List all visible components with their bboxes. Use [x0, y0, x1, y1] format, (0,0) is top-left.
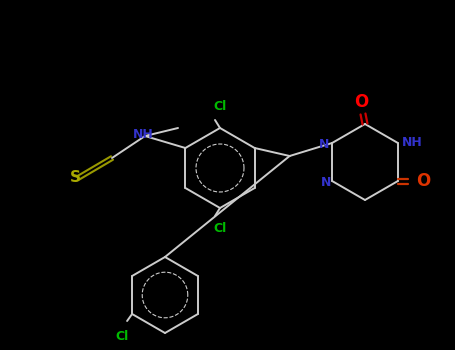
Text: N: N	[321, 176, 331, 189]
Text: S: S	[70, 170, 81, 186]
Text: Cl: Cl	[116, 330, 129, 343]
Text: O: O	[354, 93, 368, 111]
Text: O: O	[416, 172, 430, 190]
Text: Cl: Cl	[213, 99, 227, 112]
Text: Cl: Cl	[213, 222, 227, 235]
Text: N: N	[319, 139, 329, 152]
Text: NH: NH	[401, 136, 422, 149]
Text: NH: NH	[132, 127, 153, 140]
